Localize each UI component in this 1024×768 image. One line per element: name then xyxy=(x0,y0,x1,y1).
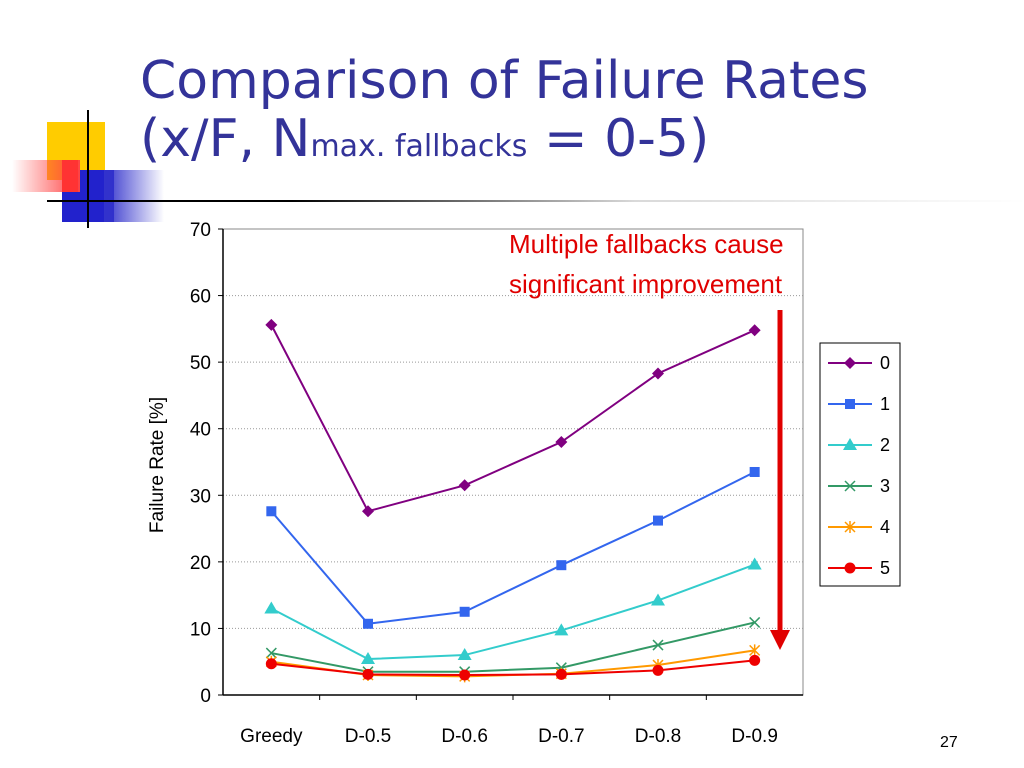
data-point-1 xyxy=(653,515,663,526)
y-tick-label: 30 xyxy=(190,486,211,507)
series-group xyxy=(264,318,762,683)
data-point-2 xyxy=(747,557,762,570)
slide-title: Comparison of Failure Rates (x/F, Nmax. … xyxy=(140,52,868,176)
series-2 xyxy=(264,557,762,665)
y-axis-title: Failure Rate [%] xyxy=(147,397,168,533)
legend-label: 5 xyxy=(880,558,890,578)
legend-swatch-marker xyxy=(844,521,856,533)
series-0 xyxy=(265,318,761,518)
data-point-3 xyxy=(652,639,664,651)
data-point-0 xyxy=(265,318,278,331)
data-point-1 xyxy=(749,466,760,477)
data-point-5 xyxy=(652,664,664,676)
legend-item-1: 1 xyxy=(828,394,890,414)
page-number: 27 xyxy=(940,734,958,751)
legend-item-2: 2 xyxy=(828,435,890,455)
legend-label: 4 xyxy=(880,517,890,537)
data-point-1 xyxy=(266,506,277,517)
legend-box xyxy=(819,342,901,587)
data-point-5 xyxy=(459,669,471,681)
series-line-0 xyxy=(270,324,756,513)
data-point-3 xyxy=(265,647,277,659)
y-tick-label: 60 xyxy=(190,287,211,308)
title-line-2a: (x/F, N xyxy=(140,109,311,169)
data-point-0 xyxy=(458,479,471,492)
x-tick-label: D-0.8 xyxy=(635,726,681,747)
x-tick-label: D-0.6 xyxy=(441,726,487,747)
data-point-2 xyxy=(457,648,472,661)
title-line-1: Comparison of Failure Rates xyxy=(140,51,869,111)
data-point-1 xyxy=(556,560,567,571)
legend-item-0: 0 xyxy=(828,353,890,373)
y-tick-label: 20 xyxy=(190,553,211,574)
legend-item-3: 3 xyxy=(828,476,890,496)
data-point-5 xyxy=(749,654,761,666)
x-tick-label: Greedy xyxy=(240,726,303,747)
data-point-4 xyxy=(749,644,761,657)
x-axis-ticks: Greedy D-0.5 D-0.6 D-0.7 D-0.8 D-0.9 xyxy=(240,695,778,747)
series-1 xyxy=(266,466,760,629)
x-tick-label: D-0.9 xyxy=(731,726,777,747)
legend-item-5: 5 xyxy=(828,558,890,578)
deco-blue-gradient-bar xyxy=(104,170,164,222)
data-point-2 xyxy=(264,601,279,614)
data-point-2 xyxy=(361,652,375,665)
legend-label: 2 xyxy=(880,435,890,455)
annotation-line-2: significant improvement xyxy=(509,269,783,299)
legend-label: 3 xyxy=(880,476,890,496)
data-point-1 xyxy=(459,606,470,617)
data-point-5 xyxy=(555,668,567,680)
series-line-2 xyxy=(270,563,756,661)
data-point-5 xyxy=(265,658,277,670)
data-point-1 xyxy=(363,618,373,629)
series-line-3 xyxy=(271,621,755,673)
data-point-5 xyxy=(362,668,374,680)
y-tick-label: 0 xyxy=(200,686,211,707)
data-point-0 xyxy=(748,324,761,337)
data-point-2 xyxy=(554,623,569,636)
legend-label: 0 xyxy=(880,353,890,373)
data-point-0 xyxy=(555,436,568,449)
title-subscript: max. fallbacks xyxy=(310,129,528,164)
data-point-3 xyxy=(749,616,761,628)
legend-item-4: 4 xyxy=(828,517,890,537)
x-tick-label: D-0.5 xyxy=(345,726,391,747)
series-5 xyxy=(265,654,761,681)
series-line-5 xyxy=(271,659,755,677)
legend-swatch-marker xyxy=(844,480,856,492)
annotation-line-1: Multiple fallbacks cause xyxy=(509,229,784,259)
legend-swatch-marker xyxy=(844,357,856,369)
deco-horizontal-line xyxy=(47,200,1024,202)
legend: 0 1 2 3 4 5 xyxy=(819,342,901,587)
deco-red-square xyxy=(62,160,78,192)
data-point-0 xyxy=(362,505,374,518)
data-point-2 xyxy=(651,593,665,606)
legend-swatch-marker xyxy=(843,438,857,450)
legend-swatch-marker xyxy=(844,562,856,574)
data-point-0 xyxy=(652,367,664,380)
deco-vertical-line xyxy=(87,110,89,228)
series-4 xyxy=(265,644,761,683)
y-tick-label: 40 xyxy=(190,420,211,441)
y-tick-label: 10 xyxy=(190,619,211,640)
x-tick-label: D-0.7 xyxy=(538,726,584,747)
series-line-1 xyxy=(270,471,756,625)
title-line-2b: = 0-5) xyxy=(527,109,710,169)
legend-label: 1 xyxy=(880,394,890,414)
y-tick-label: 70 xyxy=(190,220,211,241)
y-tick-label: 50 xyxy=(190,353,211,374)
annotation-arrow-head xyxy=(770,630,790,650)
y-axis-ticks: 0 10 20 30 40 50 60 70 xyxy=(190,220,223,707)
legend-swatch-marker xyxy=(845,399,855,409)
